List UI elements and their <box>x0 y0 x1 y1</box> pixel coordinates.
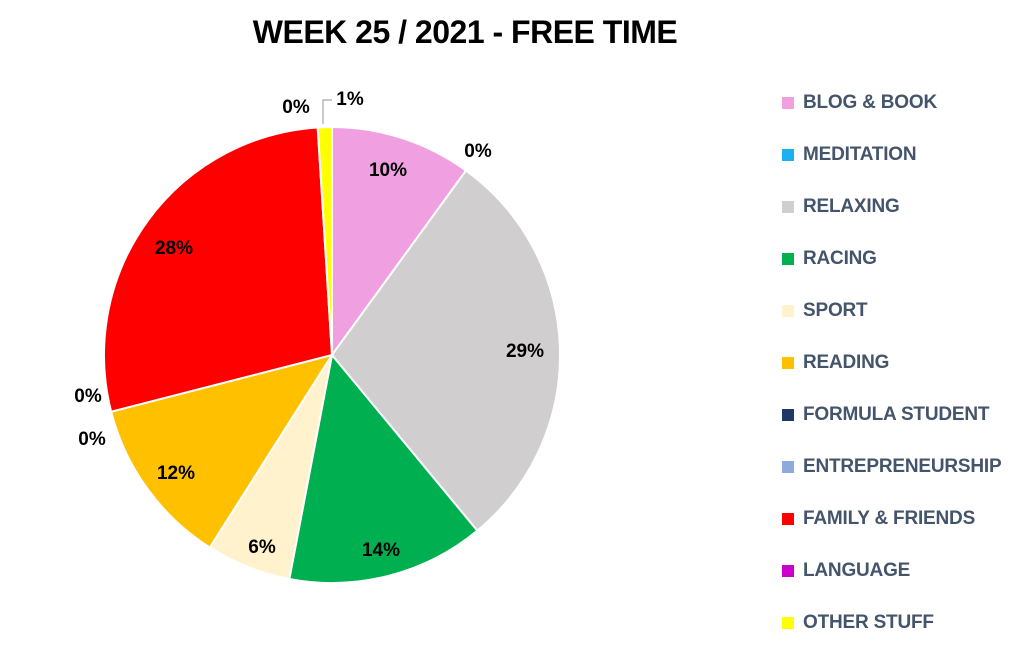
legend-swatch <box>782 409 794 421</box>
data-label-formula-student: 0% <box>74 386 102 407</box>
legend-label: SPORT <box>803 300 868 321</box>
pie-slice-other-stuff <box>316 125 333 356</box>
legend-swatch <box>782 357 794 369</box>
leader-line <box>322 99 332 124</box>
chart-title: WEEK 25 / 2021 - FREE TIME <box>252 14 678 50</box>
legend-swatch <box>782 97 794 109</box>
legend-label: BLOG & BOOK <box>803 92 937 113</box>
pie-slice-relaxing <box>330 169 561 533</box>
legend-item-racing: RACING <box>782 233 1022 285</box>
legend-swatch <box>782 461 794 473</box>
legend-swatch <box>782 513 794 525</box>
data-label-racing: 14% <box>362 540 400 561</box>
pie-chart: 10% 0% 29% 14% 6% 12% 0% 0% 28% 0% 1% <box>74 89 561 584</box>
pie-slice-racing <box>288 352 479 584</box>
legend-swatch <box>782 617 794 629</box>
legend-item-reading: READING <box>782 337 1022 389</box>
legend-item-formula-student: FORMULA STUDENT <box>782 389 1022 441</box>
legend-label: LANGUAGE <box>803 560 911 581</box>
legend-label: FAMILY & FRIENDS <box>803 508 976 529</box>
legend-label: READING <box>803 352 890 373</box>
data-label-reading: 12% <box>157 463 195 484</box>
data-label-blog-book: 10% <box>369 160 407 181</box>
legend-item-language: LANGUAGE <box>782 545 1022 597</box>
legend-item-entrepreneurship: ENTREPRENEURSHIP <box>782 441 1022 493</box>
legend-item-sport: SPORT <box>782 285 1022 337</box>
legend-item-relaxing: RELAXING <box>782 181 1022 233</box>
pie-slice-blog-book <box>331 125 468 359</box>
legend-label: RACING <box>803 248 877 269</box>
legend-swatch <box>782 305 794 317</box>
legend-label: MEDITATION <box>803 144 917 165</box>
data-label-sport: 6% <box>248 537 276 558</box>
legend-item-meditation: MEDITATION <box>782 129 1022 181</box>
legend-swatch <box>782 201 794 213</box>
legend-swatch <box>782 565 794 577</box>
data-label-meditation: 0% <box>464 141 492 162</box>
legend: BLOG & BOOK MEDITATION RELAXING RACING SPORT… <box>782 77 1022 649</box>
legend-label: RELAXING <box>803 196 900 217</box>
legend-swatch <box>782 149 794 161</box>
pie-labels: 10% 0% 29% 14% 6% 12% 0% 0% 28% 0% 1% <box>74 89 544 561</box>
pie-slice-reading <box>109 353 335 549</box>
legend-item-family-friends: FAMILY & FRIENDS <box>782 493 1022 545</box>
data-label-family-friends: 28% <box>155 238 193 259</box>
pie-slices <box>103 125 561 584</box>
pie-slice-family-friends <box>103 126 334 413</box>
legend-item-other-stuff: OTHER STUFF <box>782 597 1022 649</box>
legend-label: FORMULA STUDENT <box>803 404 990 425</box>
data-label-other-stuff: 1% <box>336 89 364 110</box>
data-label-relaxing: 29% <box>506 341 544 362</box>
legend-swatch <box>782 253 794 265</box>
legend-label: OTHER STUFF <box>803 612 934 633</box>
data-label-entrepreneurship: 0% <box>78 429 106 450</box>
data-label-language: 0% <box>282 97 310 118</box>
legend-label: ENTREPRENEURSHIP <box>803 456 1002 477</box>
legend-item-blog-book: BLOG & BOOK <box>782 77 1022 129</box>
